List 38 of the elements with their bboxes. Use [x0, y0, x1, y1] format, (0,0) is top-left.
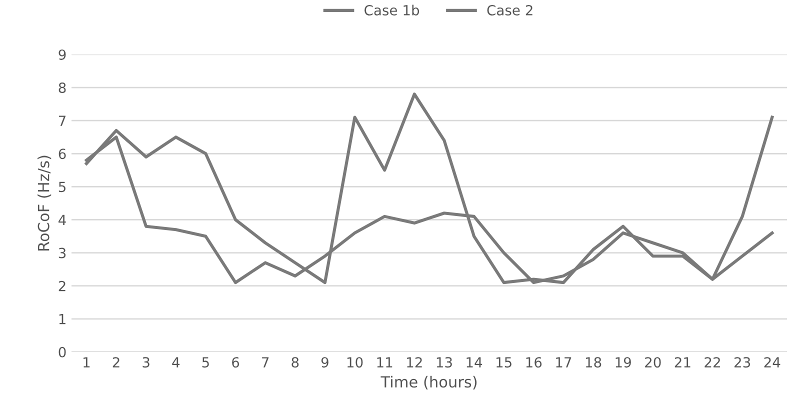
- x-tick-label: 19: [616, 357, 631, 368]
- y-tick-label: 7: [58, 116, 66, 126]
- y-tick-label: 3: [58, 248, 66, 258]
- x-tick-label: 4: [172, 357, 180, 368]
- y-tick-label: 2: [58, 280, 66, 292]
- x-tick-label: 1: [84, 357, 90, 368]
- x-tick-label: 15: [496, 357, 512, 368]
- y-tick-label: 5: [58, 182, 66, 192]
- y-tick-label: 8: [58, 82, 66, 93]
- x-tick-label: 10: [347, 357, 363, 368]
- x-tick-label: 2: [112, 357, 120, 368]
- y-tick-label: 1: [59, 314, 66, 324]
- y-tick-label: 0: [58, 346, 66, 358]
- x-tick-label: 18: [586, 357, 602, 368]
- x-tick-label: 17: [556, 357, 572, 368]
- y-tick-label: 6: [58, 148, 66, 160]
- x-tick-label: 20: [645, 357, 661, 368]
- x-tick-label: 7: [262, 357, 269, 368]
- x-tick-label: 8: [292, 357, 299, 368]
- x-tick-label: 16: [526, 357, 542, 368]
- legend-label: Case 1b: [364, 4, 420, 16]
- y-axis-title: RoCoF (Hz/s): [38, 156, 52, 250]
- x-tick-label: 6: [232, 357, 240, 368]
- legend-label: Case 2: [487, 4, 532, 16]
- x-tick-label: 12: [407, 357, 422, 368]
- x-tick-label: 11: [377, 357, 392, 368]
- x-tick-label: 13: [436, 357, 452, 368]
- x-tick-label: 22: [704, 357, 720, 368]
- x-tick-label: 24: [764, 357, 780, 368]
- x-tick-label: 23: [734, 357, 750, 368]
- x-tick-label: 5: [202, 357, 209, 368]
- x-tick-label: 21: [674, 357, 690, 368]
- x-tick-label: 9: [321, 357, 328, 368]
- y-tick-label: 4: [58, 214, 66, 226]
- x-axis-title: Time (hours): [380, 376, 477, 390]
- x-tick-label: 14: [466, 357, 482, 368]
- y-tick-label: 9: [58, 49, 66, 60]
- x-tick-label: 3: [142, 357, 150, 368]
